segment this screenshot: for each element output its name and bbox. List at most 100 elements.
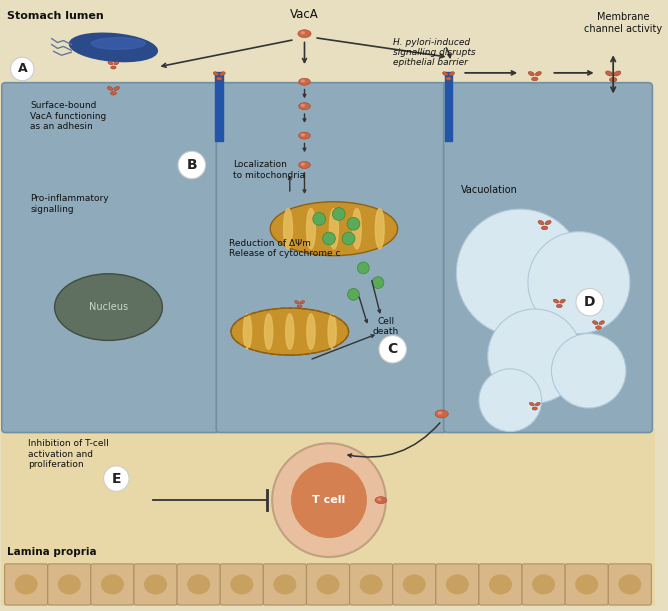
FancyBboxPatch shape [565,564,609,605]
Ellipse shape [59,575,80,594]
Ellipse shape [213,71,219,76]
Ellipse shape [300,301,305,304]
Ellipse shape [307,208,315,249]
Ellipse shape [297,305,302,308]
Ellipse shape [438,412,442,414]
Circle shape [104,466,129,491]
Ellipse shape [449,71,454,76]
Circle shape [11,57,34,81]
Circle shape [292,463,366,538]
Text: H. pylori-induced
signalling disrupts
epithelial barrier: H. pylori-induced signalling disrupts ep… [393,38,476,67]
Circle shape [456,209,584,337]
Text: Pro-inflammatory
signalling: Pro-inflammatory signalling [30,194,109,214]
Ellipse shape [375,208,384,249]
Circle shape [379,335,406,363]
Circle shape [178,152,206,179]
FancyBboxPatch shape [5,564,47,605]
Ellipse shape [231,575,253,594]
FancyBboxPatch shape [263,564,307,605]
Ellipse shape [605,71,613,76]
Circle shape [357,262,369,274]
Ellipse shape [265,314,273,349]
Ellipse shape [329,208,339,249]
Bar [215,72,223,141]
Circle shape [372,277,384,288]
FancyBboxPatch shape [47,564,91,605]
Text: E: E [112,472,121,486]
Ellipse shape [553,299,559,303]
Ellipse shape [307,314,315,349]
Circle shape [576,288,603,316]
Ellipse shape [301,163,305,165]
Text: Surface-bound
VacA functioning
as an adhesin: Surface-bound VacA functioning as an adh… [30,101,106,131]
Ellipse shape [108,87,113,90]
Ellipse shape [529,402,534,406]
Ellipse shape [560,299,565,303]
Ellipse shape [378,499,381,500]
Text: B: B [186,158,197,172]
Text: D: D [584,295,595,309]
Ellipse shape [301,104,305,106]
Circle shape [313,213,325,225]
FancyBboxPatch shape [2,82,220,433]
Ellipse shape [535,71,541,76]
Ellipse shape [490,575,511,594]
Ellipse shape [435,410,448,418]
Ellipse shape [403,575,425,594]
Text: VacA: VacA [290,8,319,21]
FancyBboxPatch shape [134,564,177,605]
Ellipse shape [110,92,116,95]
Text: Lamina propria: Lamina propria [7,547,96,557]
Ellipse shape [69,33,158,62]
Bar [445,72,452,141]
Ellipse shape [532,77,538,81]
FancyBboxPatch shape [436,564,479,605]
Circle shape [347,288,359,300]
Ellipse shape [145,575,166,594]
Ellipse shape [270,202,397,255]
Text: Reduction of ΔΨm
Release of cytochrome c: Reduction of ΔΨm Release of cytochrome c [229,238,341,258]
Ellipse shape [599,321,605,324]
Text: A: A [17,62,27,76]
FancyBboxPatch shape [609,564,651,605]
Ellipse shape [111,66,116,69]
Circle shape [488,309,582,403]
FancyBboxPatch shape [479,564,522,605]
Ellipse shape [352,208,361,249]
Ellipse shape [593,321,598,324]
Text: Vacuolation: Vacuolation [462,185,518,194]
Ellipse shape [114,87,120,90]
Ellipse shape [360,575,382,594]
Text: Localization
to mitochondria: Localization to mitochondria [233,160,305,180]
Circle shape [528,232,630,334]
Ellipse shape [301,80,305,82]
Ellipse shape [299,78,311,85]
Ellipse shape [538,221,544,225]
Ellipse shape [533,575,554,594]
Ellipse shape [446,77,452,80]
Ellipse shape [299,132,311,139]
Text: T cell: T cell [313,495,345,505]
FancyBboxPatch shape [349,564,393,605]
FancyBboxPatch shape [91,564,134,605]
FancyBboxPatch shape [220,564,263,605]
Ellipse shape [541,226,548,230]
Ellipse shape [532,407,538,410]
Circle shape [333,208,345,221]
Ellipse shape [447,575,468,594]
Ellipse shape [375,497,387,503]
Circle shape [552,334,626,408]
Ellipse shape [220,71,225,76]
Ellipse shape [55,274,162,340]
FancyBboxPatch shape [522,564,565,605]
Ellipse shape [301,32,305,34]
Circle shape [272,444,386,557]
FancyBboxPatch shape [216,82,448,433]
Ellipse shape [442,71,448,76]
Ellipse shape [317,575,339,594]
Ellipse shape [231,308,349,355]
Bar [1,429,655,606]
Circle shape [479,369,542,431]
Text: C: C [387,342,398,356]
Ellipse shape [295,301,299,304]
